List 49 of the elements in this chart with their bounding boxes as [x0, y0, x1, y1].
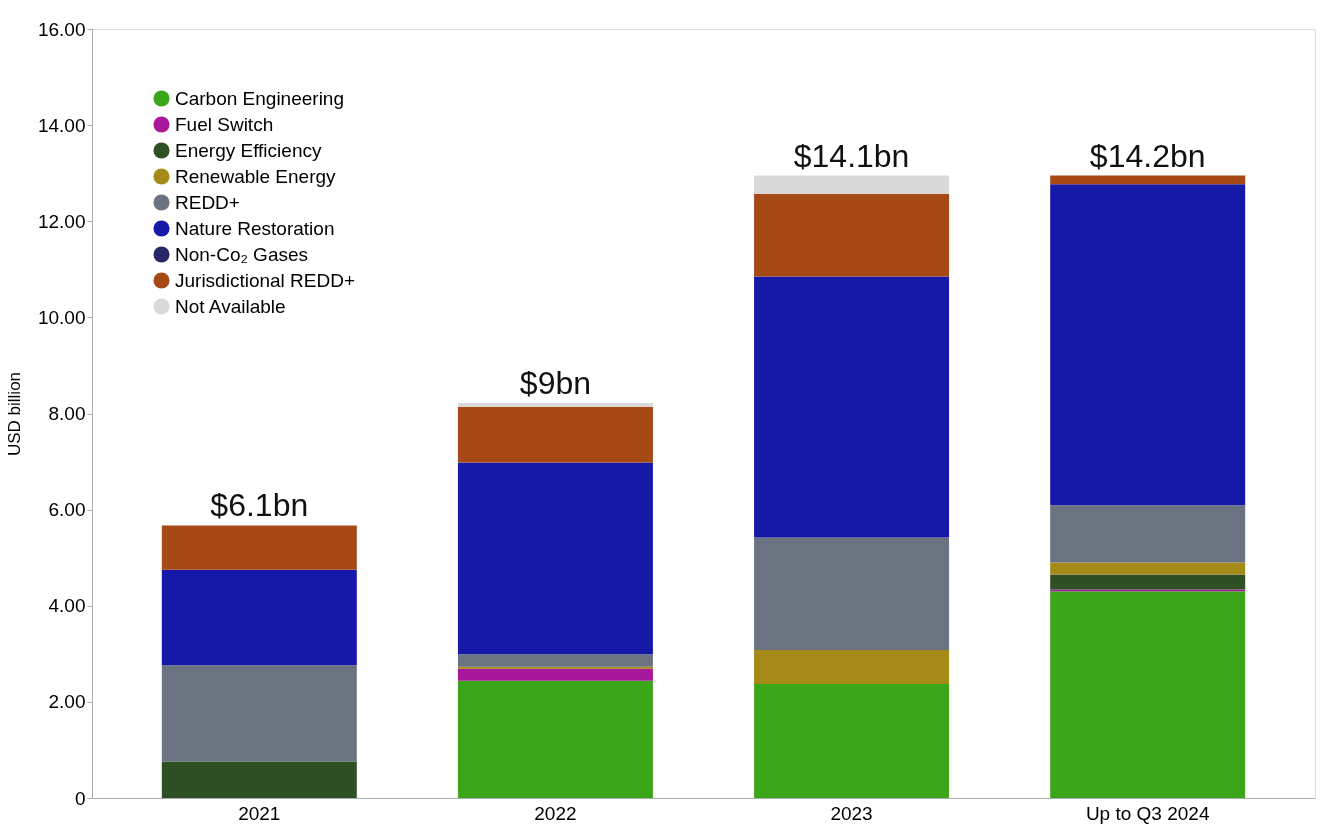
x-tick-label: Up to Q3 2024 [1085, 802, 1210, 824]
bar [457, 654, 653, 667]
legend-label: Jurisdictional REDD+ [175, 269, 356, 291]
legend-label: Non-Co₂ Gases [175, 243, 309, 265]
bar [1050, 562, 1246, 575]
bar [161, 525, 357, 570]
bar [161, 761, 357, 798]
legend-label: Fuel Switch [175, 113, 274, 135]
y-tick-label: 6.00 [48, 499, 86, 521]
bar [457, 462, 653, 655]
legend-label: Renewable Energy [175, 165, 337, 187]
bar [754, 276, 950, 538]
annotation: $9bn [519, 364, 592, 401]
y-tick-label: 10.00 [37, 306, 86, 328]
bar [1050, 175, 1246, 185]
bar [1050, 505, 1246, 563]
y-axis-title: USD billion [4, 371, 24, 457]
annotation: $14.2bn [1089, 137, 1206, 174]
bar [161, 665, 357, 762]
annotation: $6.1bn [210, 487, 309, 524]
legend-label: Energy Efficiency [175, 139, 322, 161]
bar [457, 406, 653, 463]
x-tick-label: 2021 [238, 802, 281, 824]
y-tick-label: 12.00 [37, 210, 86, 232]
y-tick-label: 8.00 [48, 403, 86, 424]
bar [1050, 184, 1246, 506]
bar [754, 537, 950, 650]
y-tick-label: 16.00 [37, 18, 86, 40]
y-tick-label: 14.00 [37, 114, 86, 136]
legend-label: Nature Restoration [175, 217, 335, 239]
legend-label: Not Available [175, 295, 286, 317]
bar [754, 684, 950, 798]
y-tick-label: 4.00 [48, 595, 86, 617]
bar [457, 402, 653, 407]
annotation: $14.1bn [793, 137, 910, 174]
bar [457, 668, 653, 681]
bar [1050, 591, 1246, 798]
bar [754, 649, 950, 685]
y-tick-label: 2.00 [48, 691, 86, 713]
bar [1050, 574, 1246, 590]
bar [754, 175, 950, 194]
bar [161, 569, 357, 666]
bar [754, 193, 950, 277]
y-tick-label: 0 [74, 787, 86, 809]
x-tick-label: 2022 [534, 802, 577, 824]
legend-label: REDD+ [175, 191, 240, 213]
x-tick-label: 2023 [830, 802, 873, 824]
legend-label: Carbon Engineering [175, 87, 345, 109]
bar [457, 680, 653, 798]
